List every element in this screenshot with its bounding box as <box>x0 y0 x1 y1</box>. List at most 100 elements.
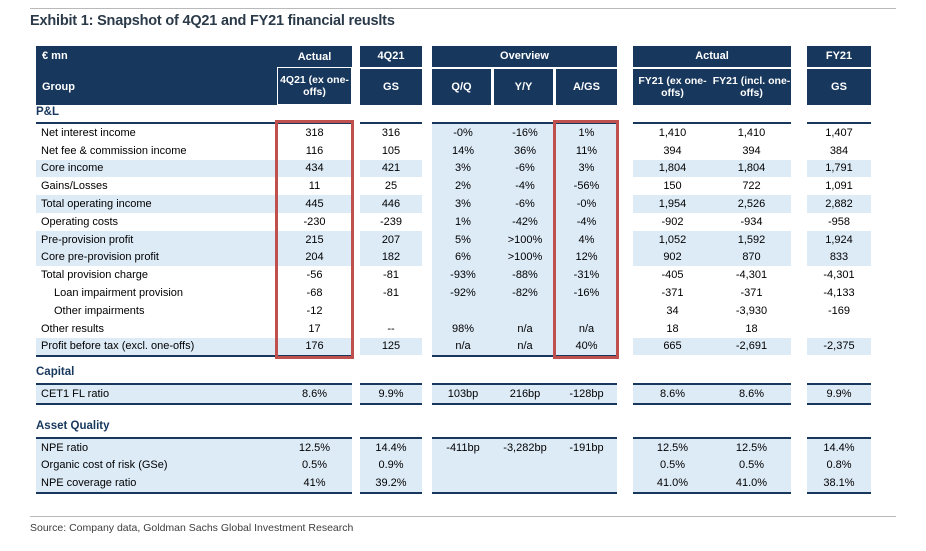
table-row: -92% -82% -16% <box>432 284 617 302</box>
cell-gs-4q21: 39.2% <box>375 476 407 489</box>
table-row: Core pre-provision profit 204 <box>36 248 352 267</box>
header-block-group-actual: € mn Group Actual 4Q21 (ex one-offs) <box>36 46 352 105</box>
cell-qq: 3% <box>455 162 471 175</box>
cell-yy: -16% <box>512 126 538 139</box>
cell-gs-4q21: 14.4% <box>375 441 407 454</box>
table-row: 5% >100% 4% <box>432 231 617 249</box>
table-row: 3% -6% 3% <box>432 160 617 178</box>
cell-gs-fy21: -958 <box>827 215 851 228</box>
row-label: Operating costs <box>41 215 119 228</box>
cell-ags: n/a <box>578 322 595 335</box>
cell-yy: n/a <box>517 322 533 335</box>
table-row: -169 <box>807 302 871 320</box>
top-divider-line <box>30 8 896 9</box>
row-label: CET1 FL ratio <box>41 388 110 400</box>
cell-fy21-incl-one-offs: 870 <box>742 251 761 264</box>
cell-4q21-ex-one-offs: 17 <box>308 322 321 335</box>
header-col-gs-4q21: GS <box>360 69 422 105</box>
table-row: 446 <box>360 195 422 213</box>
cell-ags: -0% <box>576 198 597 211</box>
table-row: 394 394 <box>633 142 791 160</box>
capital-label-value-column: CET1 FL ratio 8.6% <box>36 383 352 405</box>
table-row: 39.2% <box>360 474 422 492</box>
cell-gs-4q21: -81 <box>383 269 399 282</box>
header-actual-4q-label: Actual <box>297 50 332 63</box>
cell-ags: 40% <box>575 340 598 353</box>
table-row: Net fee & commission income 116 <box>36 142 352 160</box>
table-row: -2,375 <box>807 337 871 356</box>
cell-4q21-ex-one-offs: 215 <box>305 233 324 246</box>
cell-ags: 3% <box>578 162 595 175</box>
table-row: 0.5% 0.5% <box>633 456 791 474</box>
cell-fy21-ex-one-offs: 12.5% <box>656 441 689 454</box>
cell-4q21-ex-one-offs: -230 <box>303 215 326 228</box>
table-row: 41.0% 41.0% <box>633 474 791 492</box>
pnl-fy-actual-column: 1,410 1,410 394 394 1,804 1,804 150 722 … <box>633 122 791 356</box>
cell-fy21-incl-one-offs: 41.0% <box>735 476 768 489</box>
exhibit-title: Exhibit 1: Snapshot of 4Q21 and FY21 fin… <box>30 13 395 29</box>
table-row: 14.4% <box>807 439 871 457</box>
table-row: Core income 434 <box>36 159 352 178</box>
cell-4q21-ex-one-offs: 116 <box>305 144 324 157</box>
row-label: NPE coverage ratio <box>41 476 137 489</box>
cell-fy21-incl-one-offs: 1,804 <box>737 162 766 175</box>
cell-yy: -6% <box>515 162 535 175</box>
cell-ags: -56% <box>573 180 600 193</box>
bottom-divider-line <box>30 516 896 517</box>
asset-quality-section-label: Asset Quality <box>36 420 110 432</box>
cell-fy21-incl-one-offs: -3,930 <box>735 304 768 317</box>
source-note: Source: Company data, Goldman Sachs Glob… <box>30 522 354 534</box>
row-label: Net fee & commission income <box>41 144 187 157</box>
cell-fy21-incl-one-offs: -371 <box>740 287 763 300</box>
cell-gs-fy21: 1,924 <box>825 233 853 246</box>
table-row: 421 <box>360 159 422 178</box>
cell-4q21-ex-one-offs: 0.5% <box>301 459 328 472</box>
table-row: Net interest income 318 <box>36 124 352 142</box>
table-row: 34 -3,930 <box>633 302 791 320</box>
table-row: 14% 36% 11% <box>432 142 617 160</box>
table-row: 25 <box>360 177 422 195</box>
cell-fy21-incl-one-offs: 12.5% <box>735 441 768 454</box>
table-row: Profit before tax (excl. one-offs) 176 <box>36 337 352 356</box>
aq-gs-column: 14.4% 0.9% 39.2% <box>360 437 422 494</box>
cell-gs-4q21: -239 <box>379 215 403 228</box>
cell-4q21-ex-one-offs: -56 <box>306 269 323 282</box>
cell-fy21-ex-one-offs: 665 <box>663 340 682 353</box>
cell-ags: -191bp <box>569 441 604 454</box>
header-col-yy: Y/Y <box>494 69 553 105</box>
header-col-ags: A/GS <box>556 69 617 105</box>
cell-yy: >100% <box>507 233 543 246</box>
table-row <box>807 320 871 338</box>
cell-qq: -411bp <box>446 441 480 454</box>
table-row: 0.8% <box>807 456 871 474</box>
table-row: -93% -88% -31% <box>432 266 617 284</box>
pnl-overview-column: -0% -16% 1% 14% 36% 11% 3% -6% 3% 2% -4%… <box>432 122 617 358</box>
row-label: Total operating income <box>41 198 152 211</box>
header-blk-fy-actual: FY21 (ex one-offs) FY21 (incl. one-offs) <box>633 69 791 105</box>
cell-gs-4q21: 0.9% <box>378 459 404 472</box>
cell-gs-4q21: 316 <box>381 126 401 139</box>
table-row: 384 <box>807 142 871 160</box>
cell-fy21-ex-one-offs: 34 <box>666 304 679 317</box>
cell-fy21-incl-one-offs: 394 <box>742 144 761 157</box>
cell-yy: 216bp <box>509 388 541 400</box>
pnl-section-label: P&L <box>36 106 59 118</box>
table-row: n/a n/a 40% <box>432 338 617 356</box>
header-blk-fy21: FY21 <box>807 46 871 67</box>
cell-4q21-ex-one-offs: 445 <box>305 198 324 211</box>
header-col-fy21-ex-one-offs: FY21 (ex one-offs) <box>638 75 707 99</box>
cell-fy21-incl-one-offs: -2,691 <box>735 340 768 353</box>
cell-yy: -6% <box>515 198 535 211</box>
table-row: 207 <box>360 230 422 249</box>
cell-gs-4q21: 125 <box>381 340 401 353</box>
cell-gs-4q21: 9.9% <box>378 388 404 400</box>
table-row: 1,407 <box>807 124 871 142</box>
cell-yy: -88% <box>512 269 538 282</box>
table-row: Total operating income 445 <box>36 195 352 213</box>
cell-gs-4q21: 421 <box>381 162 401 175</box>
cell-yy: -42% <box>512 215 538 228</box>
table-row: 1,052 1,592 <box>633 230 791 249</box>
pnl-label-value-column: Net interest income 318 Net fee & commis… <box>36 122 352 358</box>
aq-label-value-column: NPE ratio 12.5% Organic cost of risk (GS… <box>36 437 352 494</box>
cell-gs-fy21: 9.9% <box>826 388 852 400</box>
